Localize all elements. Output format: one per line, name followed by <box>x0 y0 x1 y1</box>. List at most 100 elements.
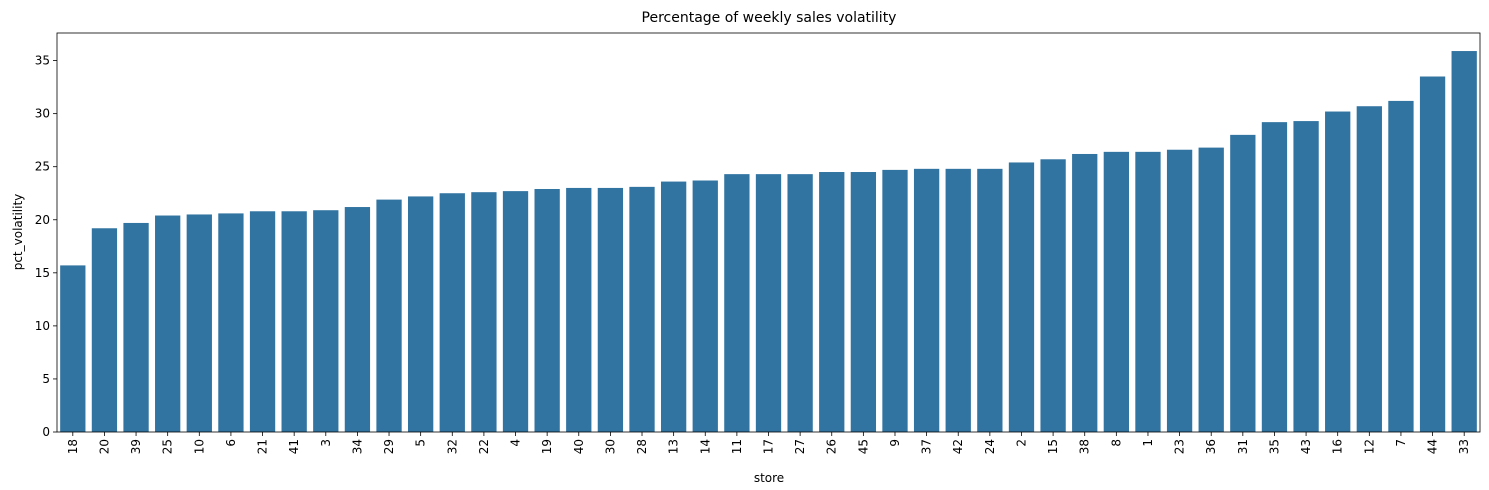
x-tick-label: 35 <box>1267 439 1281 454</box>
bar-store-19 <box>534 188 560 432</box>
bar-store-28 <box>629 186 655 432</box>
x-tick-label: 32 <box>445 439 459 454</box>
bar-store-31 <box>1230 134 1256 432</box>
x-axis: 18 20 39 25 10 6 21 41 3 34 29 5 32 22 4 19 40 30 28 13 14 11… <box>66 432 1471 454</box>
x-tick-label: 44 <box>1426 439 1440 454</box>
x-tick-label: 38 <box>1078 439 1092 454</box>
bar-store-23 <box>1166 149 1193 432</box>
y-tick-label: 10 <box>35 319 50 333</box>
bar-store-2 <box>1008 162 1035 432</box>
x-tick-label: 24 <box>983 439 997 454</box>
x-tick-label: 30 <box>603 439 617 454</box>
bar-store-42 <box>945 168 971 433</box>
x-axis-label: store <box>754 471 784 485</box>
bar-store-7 <box>1388 100 1414 433</box>
bar-store-44 <box>1419 76 1446 432</box>
x-tick-label: 33 <box>1457 439 1471 454</box>
x-tick-label: 23 <box>1173 439 1187 454</box>
x-tick-label: 26 <box>825 439 839 454</box>
bar-store-30 <box>597 187 624 432</box>
bar-store-5 <box>408 196 434 432</box>
bar-store-36 <box>1198 147 1224 432</box>
bar-store-41 <box>281 211 307 432</box>
x-tick-label: 40 <box>572 439 586 454</box>
x-tick-label: 21 <box>256 439 270 454</box>
x-tick-label: 28 <box>635 439 649 454</box>
x-tick-label: 18 <box>66 439 80 454</box>
x-tick-label: 16 <box>1331 439 1345 454</box>
bar-store-6 <box>218 213 244 432</box>
bar-store-4 <box>502 191 529 432</box>
bar-store-29 <box>376 199 402 432</box>
bar-store-16 <box>1325 111 1351 432</box>
y-tick-label: 15 <box>35 266 50 280</box>
bar-store-45 <box>850 172 877 432</box>
bar-store-20 <box>91 228 118 432</box>
x-tick-label: 43 <box>1299 439 1313 454</box>
bar-store-39 <box>123 222 149 432</box>
x-tick-label: 8 <box>1109 439 1123 447</box>
y-tick-label: 5 <box>42 372 50 386</box>
bar-store-37 <box>913 168 940 433</box>
x-tick-label: 15 <box>1046 439 1060 454</box>
x-tick-label: 37 <box>920 439 934 454</box>
x-tick-label: 29 <box>382 439 396 454</box>
bar-store-21 <box>249 211 276 432</box>
x-tick-label: 36 <box>1204 439 1218 454</box>
x-tick-label: 5 <box>414 439 428 447</box>
y-tick-label: 30 <box>35 107 50 121</box>
x-tick-label: 39 <box>129 439 143 454</box>
bar-store-13 <box>660 181 687 432</box>
x-tick-label: 31 <box>1236 439 1250 454</box>
x-tick-label: 42 <box>951 439 965 454</box>
bar-store-40 <box>566 187 592 432</box>
plot-frame <box>56 32 1481 433</box>
y-tick-label: 20 <box>35 213 50 227</box>
chart-title: Percentage of weekly sales volatility <box>642 10 897 26</box>
y-tick-label: 0 <box>42 425 50 439</box>
x-tick-label: 4 <box>509 439 523 447</box>
bar-store-15 <box>1040 159 1066 433</box>
bar-store-3 <box>313 210 339 432</box>
x-tick-label: 2 <box>1014 439 1028 447</box>
y-tick-label: 25 <box>35 160 50 174</box>
y-axis-label: pct_volatility <box>11 194 25 271</box>
bar-store-12 <box>1356 106 1382 433</box>
bar-store-43 <box>1293 121 1319 433</box>
x-tick-label: 9 <box>888 439 902 447</box>
y-axis: 0 5 10 15 20 25 30 35 <box>35 54 57 439</box>
x-tick-label: 13 <box>667 439 681 454</box>
x-tick-label: 45 <box>856 439 870 454</box>
x-tick-label: 11 <box>730 439 744 454</box>
bar-store-35 <box>1261 122 1288 432</box>
x-tick-label: 17 <box>762 439 776 454</box>
bar-store-25 <box>155 215 181 432</box>
bar-store-32 <box>439 193 465 432</box>
x-tick-label: 22 <box>477 439 491 454</box>
x-tick-label: 20 <box>97 439 111 454</box>
x-tick-label: 34 <box>350 439 364 454</box>
bar-store-17 <box>755 174 782 433</box>
x-tick-label: 1 <box>1141 439 1155 447</box>
bar-store-38 <box>1072 153 1098 433</box>
bar-store-33 <box>1451 51 1477 433</box>
x-tick-label: 7 <box>1394 439 1408 447</box>
y-tick-label: 35 <box>35 54 50 68</box>
bar-store-24 <box>977 168 1003 433</box>
bars-group <box>60 51 1477 433</box>
x-tick-label: 25 <box>161 439 175 454</box>
bar-store-27 <box>787 174 813 433</box>
bar-store-14 <box>692 180 718 432</box>
bar-store-10 <box>186 214 212 432</box>
x-tick-label: 27 <box>793 439 807 454</box>
x-tick-label: 12 <box>1362 439 1376 454</box>
bar-store-8 <box>1103 151 1129 432</box>
bar-store-18 <box>60 265 86 432</box>
bar-store-1 <box>1135 151 1161 432</box>
x-tick-label: 10 <box>192 439 206 454</box>
x-tick-label: 3 <box>319 439 333 447</box>
bar-store-11 <box>724 174 750 433</box>
x-tick-label: 14 <box>698 439 712 454</box>
bar-store-26 <box>819 172 845 432</box>
